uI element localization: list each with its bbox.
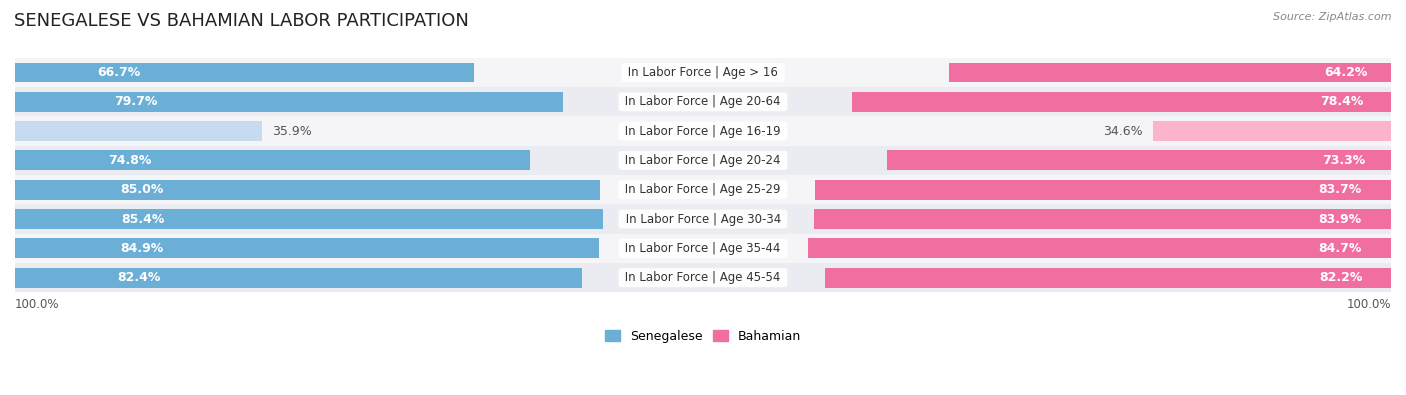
Bar — [852, 92, 1391, 112]
Bar — [15, 175, 1391, 204]
Text: In Labor Force | Age 25-29: In Labor Force | Age 25-29 — [621, 183, 785, 196]
Bar — [15, 117, 1391, 146]
Bar — [15, 180, 600, 200]
Text: 84.7%: 84.7% — [1319, 242, 1362, 255]
Text: In Labor Force | Age > 16: In Labor Force | Age > 16 — [624, 66, 782, 79]
Text: 64.2%: 64.2% — [1324, 66, 1368, 79]
Text: 100.0%: 100.0% — [15, 298, 59, 311]
Bar — [15, 268, 582, 288]
Text: In Labor Force | Age 20-24: In Labor Force | Age 20-24 — [621, 154, 785, 167]
Text: 35.9%: 35.9% — [273, 124, 312, 137]
Text: 100.0%: 100.0% — [1347, 298, 1391, 311]
Text: 84.9%: 84.9% — [120, 242, 163, 255]
Bar — [808, 238, 1391, 258]
Bar — [15, 62, 474, 83]
Text: 74.8%: 74.8% — [108, 154, 150, 167]
Bar — [15, 263, 1391, 292]
Text: In Labor Force | Age 30-34: In Labor Force | Age 30-34 — [621, 213, 785, 226]
Bar — [814, 209, 1391, 229]
Legend: Senegalese, Bahamian: Senegalese, Bahamian — [600, 325, 806, 348]
Text: 82.4%: 82.4% — [117, 271, 160, 284]
Bar — [15, 146, 1391, 175]
Text: SENEGALESE VS BAHAMIAN LABOR PARTICIPATION: SENEGALESE VS BAHAMIAN LABOR PARTICIPATI… — [14, 12, 470, 30]
Text: 85.0%: 85.0% — [121, 183, 163, 196]
Bar — [15, 150, 530, 170]
Text: 34.6%: 34.6% — [1104, 124, 1143, 137]
Bar — [15, 121, 262, 141]
Text: 82.2%: 82.2% — [1319, 271, 1362, 284]
Text: In Labor Force | Age 45-54: In Labor Force | Age 45-54 — [621, 271, 785, 284]
Bar — [15, 209, 603, 229]
Text: 78.4%: 78.4% — [1320, 95, 1364, 108]
Bar — [1153, 121, 1391, 141]
Bar — [15, 238, 599, 258]
Text: 83.9%: 83.9% — [1319, 213, 1361, 226]
Bar — [15, 87, 1391, 117]
Text: 83.7%: 83.7% — [1319, 183, 1362, 196]
Bar — [949, 62, 1391, 83]
Text: Source: ZipAtlas.com: Source: ZipAtlas.com — [1274, 12, 1392, 22]
Bar — [815, 180, 1391, 200]
Text: 85.4%: 85.4% — [121, 213, 165, 226]
Text: In Labor Force | Age 35-44: In Labor Force | Age 35-44 — [621, 242, 785, 255]
Bar — [15, 204, 1391, 234]
Text: 66.7%: 66.7% — [97, 66, 141, 79]
Text: 79.7%: 79.7% — [114, 95, 157, 108]
Bar — [15, 58, 1391, 87]
Bar — [825, 268, 1391, 288]
Text: 73.3%: 73.3% — [1322, 154, 1365, 167]
Bar — [887, 150, 1391, 170]
Bar — [15, 92, 564, 112]
Bar — [15, 234, 1391, 263]
Text: In Labor Force | Age 20-64: In Labor Force | Age 20-64 — [621, 95, 785, 108]
Text: In Labor Force | Age 16-19: In Labor Force | Age 16-19 — [621, 124, 785, 137]
